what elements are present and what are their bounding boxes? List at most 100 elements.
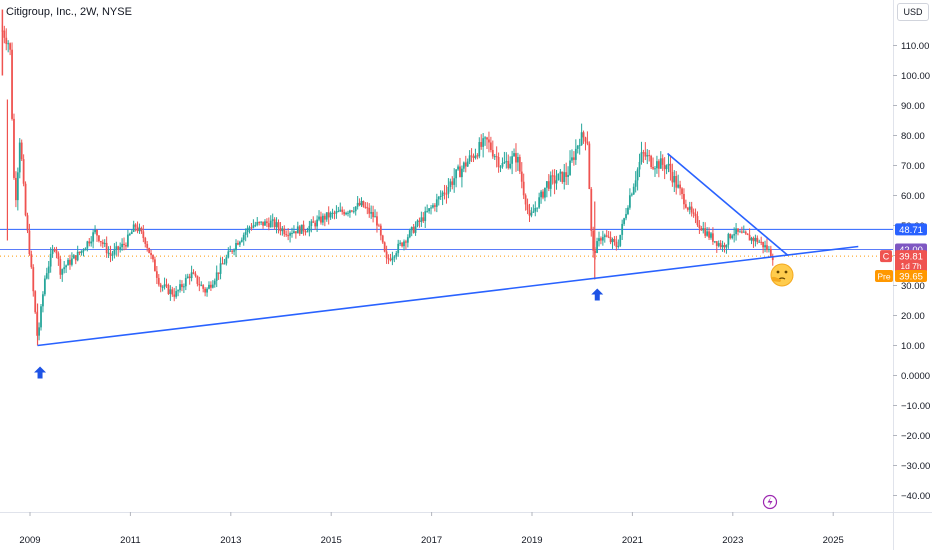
candle-body xyxy=(491,149,494,157)
candle-body xyxy=(362,201,365,207)
candle-body xyxy=(281,228,284,232)
candle-body xyxy=(119,247,122,250)
y-tick-label: −30.00 xyxy=(901,461,930,472)
candle-body xyxy=(314,222,317,227)
emoji-hand xyxy=(771,276,781,282)
candle-body xyxy=(569,160,571,175)
candle-body xyxy=(63,267,66,270)
emoji-eye xyxy=(784,270,788,274)
candle-body xyxy=(250,227,253,229)
candle-body xyxy=(192,272,195,274)
candle-body xyxy=(744,231,747,234)
candle-body xyxy=(625,214,627,219)
candle-body xyxy=(88,241,91,244)
candle-body xyxy=(283,228,286,235)
candle-body xyxy=(300,224,303,234)
candle-body xyxy=(237,242,239,245)
candle-body xyxy=(316,219,319,227)
candle-body xyxy=(592,230,595,251)
candle-body xyxy=(80,250,83,254)
candle-body xyxy=(466,161,469,167)
candle-body xyxy=(692,212,695,214)
candle-body xyxy=(67,259,69,266)
candle-body xyxy=(275,222,278,228)
candle-body xyxy=(246,227,249,233)
candle-body xyxy=(640,152,643,162)
candle-body xyxy=(393,256,396,258)
candle-body xyxy=(20,142,23,160)
candle-body xyxy=(356,202,359,207)
candle-body xyxy=(706,231,709,236)
candle-body xyxy=(269,220,272,228)
candle-body xyxy=(125,245,127,247)
candle-body xyxy=(596,241,598,253)
candle-body xyxy=(511,156,514,164)
candle-body xyxy=(287,235,290,237)
candle-body xyxy=(86,241,89,249)
candle-body xyxy=(702,228,705,231)
candle-body xyxy=(715,241,718,246)
candle-body xyxy=(13,118,15,178)
candle-body xyxy=(646,155,649,157)
candle-body xyxy=(47,266,50,274)
candle-body xyxy=(422,217,425,222)
candle-body xyxy=(522,181,525,196)
candle-body xyxy=(349,210,351,213)
candle-body xyxy=(221,263,224,265)
candle-body xyxy=(600,238,602,241)
currency-button[interactable]: USD xyxy=(897,3,929,21)
candle-body xyxy=(188,276,191,279)
candle-body xyxy=(321,215,324,223)
candle-body xyxy=(563,172,566,183)
candle-body xyxy=(617,245,620,247)
candle-body xyxy=(424,211,427,222)
candle-body xyxy=(708,231,710,238)
y-tick-label: 0.0000 xyxy=(901,371,930,382)
candle-body xyxy=(667,163,670,166)
candle-body xyxy=(648,155,651,157)
candle-body xyxy=(345,212,347,215)
candle-body xyxy=(698,225,701,229)
candle-body xyxy=(540,191,542,198)
candle-body xyxy=(559,171,562,174)
candle-body xyxy=(208,284,210,289)
candle-body xyxy=(760,241,763,243)
candle-body xyxy=(723,245,726,248)
candle-body xyxy=(694,213,697,217)
candle-body xyxy=(497,157,500,167)
candle-body xyxy=(136,226,139,232)
candle-body xyxy=(59,259,62,275)
candle-body xyxy=(387,258,390,260)
candle-body xyxy=(202,285,205,289)
candle-body xyxy=(90,241,93,244)
candle-body xyxy=(713,241,716,243)
candle-body xyxy=(277,222,280,228)
candle-body xyxy=(638,161,641,170)
candle-body xyxy=(248,227,251,229)
candle-body xyxy=(437,196,440,200)
candle-body xyxy=(457,166,459,170)
candle-body xyxy=(609,237,612,243)
candle-body xyxy=(354,206,357,212)
candle-body xyxy=(598,238,600,242)
candle-body xyxy=(148,247,151,253)
candle-body xyxy=(213,280,216,285)
candle-body xyxy=(364,206,367,208)
candle-body xyxy=(155,271,158,278)
candle-body xyxy=(78,251,81,254)
candle-body xyxy=(432,205,434,208)
candle-body xyxy=(623,218,625,224)
y-tick-label: 30.00 xyxy=(901,281,925,292)
candle-body xyxy=(327,212,330,218)
candle-body xyxy=(238,241,241,245)
candle-body xyxy=(219,263,222,274)
candle-body xyxy=(731,235,734,239)
candle-body xyxy=(534,207,537,212)
x-tick-label: 2015 xyxy=(321,535,342,546)
candle-body xyxy=(333,212,336,214)
emoji-eye xyxy=(776,270,780,274)
candle-body xyxy=(553,175,556,184)
candle-body xyxy=(464,162,467,167)
